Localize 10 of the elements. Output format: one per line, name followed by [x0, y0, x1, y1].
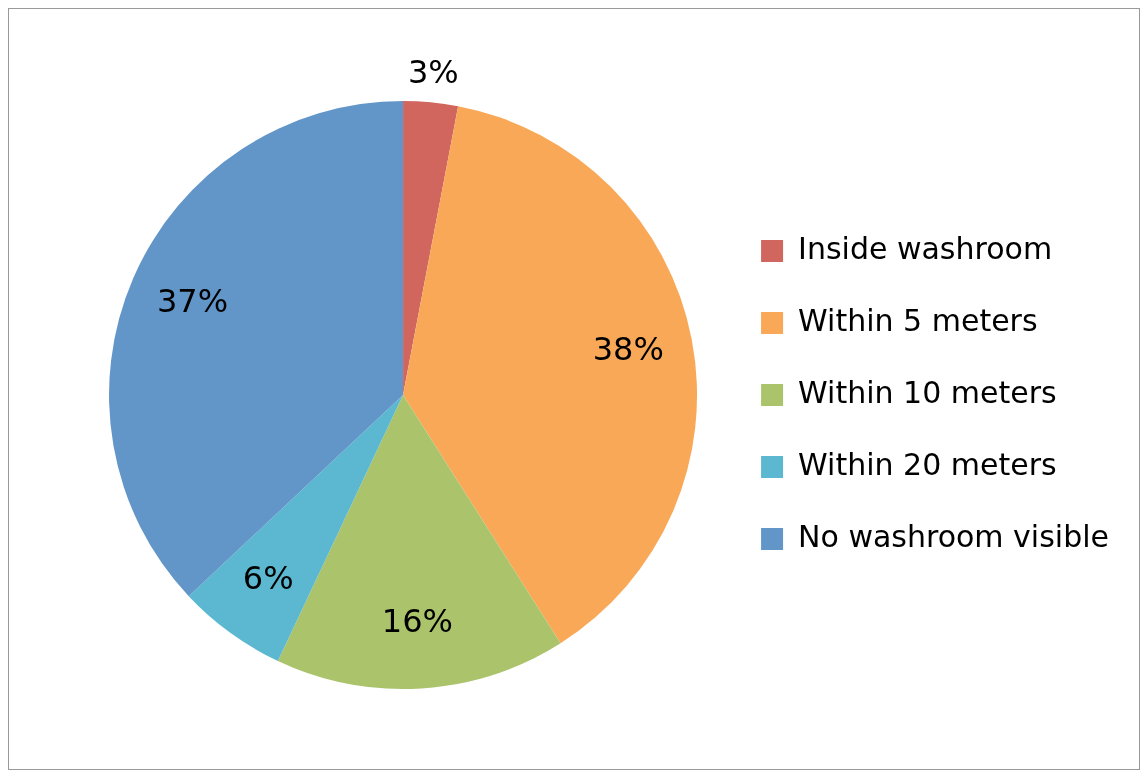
data-label: 3% [407, 52, 459, 91]
legend-label: No washroom visible [798, 518, 1110, 554]
data-label: 6% [242, 558, 294, 597]
legend-label: Within 20 meters [798, 446, 1057, 482]
data-label: 16% [381, 602, 453, 641]
data-label: 37% [157, 282, 229, 321]
legend-label: Within 5 meters [798, 302, 1038, 338]
legend-label: Within 10 meters [798, 374, 1057, 410]
legend-label: Inside washroom [798, 230, 1053, 266]
data-label: 38% [592, 330, 664, 369]
